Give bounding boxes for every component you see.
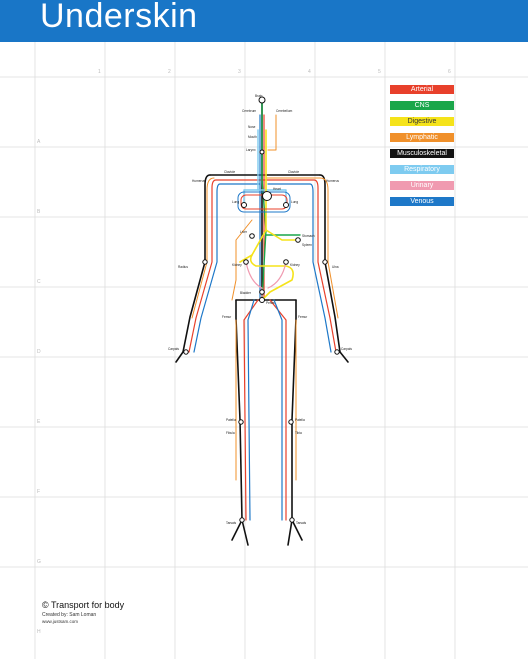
- label-patella-r: Patella: [295, 418, 305, 422]
- station-larynx: [259, 149, 265, 155]
- line-digestive: [239, 129, 299, 301]
- legend-urinary: Urinary: [390, 181, 454, 190]
- station-kidney-r: [283, 259, 289, 265]
- station-brain: [258, 96, 266, 104]
- station-pelvis: [259, 297, 265, 303]
- label-clavicle-r: Clavicle: [288, 170, 299, 174]
- legend-digestive: Digestive: [390, 117, 454, 126]
- grid-col-label: 5: [378, 69, 381, 75]
- body-transit-map: Brain Cerebrum Cerebellum Nose Mouth Lar…: [168, 94, 352, 546]
- credit-author: Created by: Sam Loman: [42, 612, 97, 618]
- label-bladder: Bladder: [240, 291, 252, 295]
- grid-row-label: F: [37, 489, 40, 495]
- label-pelvis: Pelvis: [266, 301, 275, 305]
- label-tarsals-l: Tarsals: [226, 521, 237, 525]
- station-bladder: [259, 289, 265, 295]
- grid-row-label: D: [37, 349, 41, 355]
- label-radius: Radius: [178, 265, 188, 269]
- grid-col-label: 3: [238, 69, 241, 75]
- label-carpals-r: Carpals: [341, 347, 352, 351]
- legend-venous: Venous: [390, 197, 454, 206]
- label-fibula: Fibula: [226, 431, 235, 435]
- label-liver: Liver: [240, 230, 248, 234]
- label-carpals-l: Carpals: [168, 347, 179, 351]
- station-stomach: [295, 237, 301, 243]
- legend: Arterial CNS Digestive Lymphatic Musculo…: [390, 85, 454, 213]
- label-femur-r: Femur: [298, 315, 308, 319]
- label-heart: Heart: [273, 187, 281, 191]
- credit-block: © Transport for body Created by: Sam Lom…: [42, 600, 124, 624]
- label-humerus-r: Humerus: [326, 179, 339, 183]
- grid-row-label: C: [37, 279, 41, 285]
- grid-row-label: G: [37, 559, 41, 565]
- line-urinary: [245, 261, 287, 301]
- line-venous: [193, 114, 332, 521]
- credit-url: www.justsam.com: [42, 619, 79, 624]
- legend-cns: CNS: [390, 101, 454, 110]
- legend-musculoskeletal: Musculoskeletal: [390, 149, 454, 158]
- grid-col-label: 6: [448, 69, 451, 75]
- label-femur-l: Femur: [222, 315, 232, 319]
- station-patella-r: [288, 419, 294, 425]
- credit-main: © Transport for body: [42, 600, 125, 610]
- station-lung-r: [283, 202, 289, 208]
- line-lymphatic: [191, 114, 339, 481]
- station-carpals-l: [183, 349, 189, 355]
- label-cerebrum: Cerebrum: [242, 109, 257, 113]
- grid-row-label: E: [37, 419, 41, 425]
- legend-respiratory: Respiratory: [390, 165, 454, 174]
- legend-lymphatic: Lymphatic: [390, 133, 454, 142]
- grid-row-label: A: [37, 139, 41, 145]
- station-tarsals-l: [239, 517, 245, 523]
- label-mouth: Mouth: [248, 135, 257, 139]
- page-title: Underskin: [40, 0, 198, 35]
- station-kidney-l: [243, 259, 249, 265]
- label-lung-r: Lung: [291, 200, 298, 204]
- label-kidney-r: Kidney: [290, 263, 300, 267]
- grid-row-label: H: [37, 629, 41, 635]
- label-lung-l: Lung: [232, 200, 239, 204]
- grid-col-label: 1: [98, 69, 101, 75]
- label-larynx: Larynx: [246, 148, 256, 152]
- label-humerus-l: Humerus: [192, 179, 205, 183]
- station-heart: [262, 191, 272, 201]
- station-liver: [249, 233, 255, 239]
- station-humerus-r: [322, 259, 328, 265]
- station-lung-l: [241, 202, 247, 208]
- grid-col-label: 4: [308, 69, 311, 75]
- station-tarsals-r: [289, 517, 295, 523]
- label-spleen: Spleen: [302, 243, 312, 247]
- label-kidney-l: Kidney: [232, 263, 242, 267]
- label-stomach: Stomach: [302, 234, 315, 238]
- grid-col-label: 2: [168, 69, 171, 75]
- label-tibia: Tibia: [295, 431, 302, 435]
- station-patella-l: [238, 419, 244, 425]
- label-patella-l: Patella: [226, 418, 236, 422]
- header-bar: Underskin: [0, 0, 528, 42]
- grid-row-label: B: [37, 209, 41, 215]
- legend-arterial: Arterial: [390, 85, 454, 94]
- station-carpals-r: [334, 349, 340, 355]
- line-respiratory: [243, 129, 287, 206]
- label-brain: Brain: [255, 94, 263, 98]
- station-humerus-l: [202, 259, 208, 265]
- label-nose: Nose: [248, 125, 256, 129]
- label-cerebellum: Cerebellum: [276, 109, 293, 113]
- grid-lines: 1 2 3 4 5 6 A B C D E F G H: [0, 42, 528, 659]
- line-cns: [261, 99, 301, 301]
- label-tarsals-r: Tarsals: [296, 521, 307, 525]
- label-clavicle-l: Clavicle: [224, 170, 235, 174]
- label-ulna: Ulna: [332, 265, 339, 269]
